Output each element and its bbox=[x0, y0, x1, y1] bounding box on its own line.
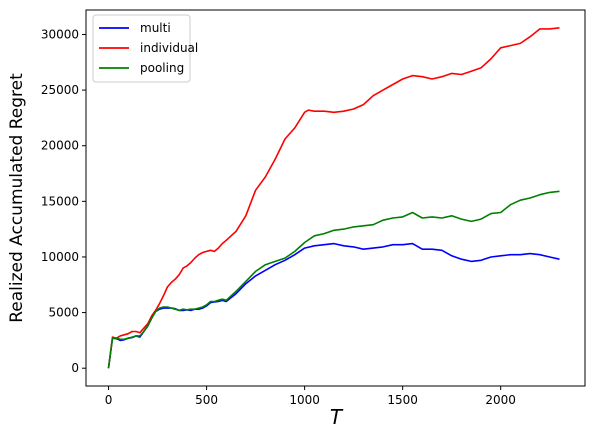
x-tick-label: 500 bbox=[195, 393, 218, 407]
y-axis-label: Realized Accumulated Regret bbox=[7, 73, 27, 323]
y-tick-label: 0 bbox=[71, 361, 79, 375]
y-tick-label: 30000 bbox=[41, 27, 79, 41]
y-tick-label: 20000 bbox=[41, 139, 79, 153]
legend-label-pooling: pooling bbox=[140, 61, 184, 75]
legend-box bbox=[92, 14, 191, 83]
x-axis-label: T bbox=[330, 405, 344, 429]
series-line-multi bbox=[107, 242, 560, 369]
y-tick-label: 25000 bbox=[41, 83, 79, 97]
y-tick-label: 15000 bbox=[41, 194, 79, 208]
plot-area bbox=[107, 27, 560, 369]
x-tick-label: 1000 bbox=[289, 393, 320, 407]
x-tick-label: 0 bbox=[105, 393, 113, 407]
series-line-pooling bbox=[107, 190, 560, 369]
y-tick-label: 5000 bbox=[48, 306, 79, 320]
legend: multi individual pooling bbox=[92, 14, 198, 83]
series-line-individual bbox=[107, 27, 560, 369]
y-tick-label: 10000 bbox=[41, 250, 79, 264]
legend-label-individual: individual bbox=[140, 41, 198, 55]
x-tick-label: 1500 bbox=[387, 393, 418, 407]
y-axis: 0 5000 10000 15000 20000 25000 30000 bbox=[41, 27, 86, 375]
x-tick-label: 2000 bbox=[485, 393, 516, 407]
legend-label-multi: multi bbox=[140, 21, 171, 35]
x-axis: 0 500 1000 1500 2000 bbox=[105, 386, 516, 407]
plot-frame bbox=[85, 9, 586, 387]
